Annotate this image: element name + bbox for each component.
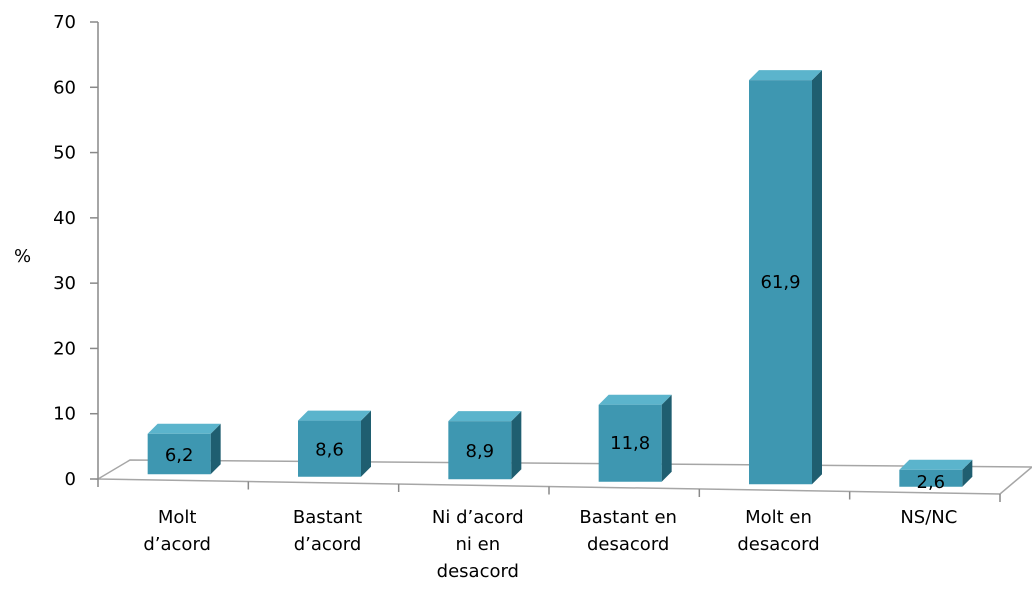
x-category-label: Bastant d’acord <box>293 507 362 555</box>
bar-front <box>749 80 812 485</box>
data-label: 11,8 <box>610 433 650 454</box>
y-tick-label: 10 <box>53 404 76 425</box>
data-label: 8,6 <box>315 440 344 461</box>
data-label: 2,6 <box>917 472 946 493</box>
bar-front <box>298 420 361 477</box>
y-axis: 0 10 20 30 40 50 60 70 <box>53 12 1001 502</box>
x-category-label: NS/NC <box>900 507 957 528</box>
bar <box>899 459 973 487</box>
y-tick-label: 20 <box>53 338 76 359</box>
data-label: 61,9 <box>760 272 800 293</box>
x-category-label: Molt en desacord <box>737 507 819 555</box>
bar-top <box>598 394 672 405</box>
bar-front <box>598 404 662 482</box>
y-tick-label: 50 <box>53 143 76 164</box>
data-label: 8,9 <box>466 441 495 462</box>
data-labels: 6,2 8,6 8,9 11,8 61,9 2,6 <box>165 272 945 493</box>
x-category-label: Bastant en desacord <box>579 507 677 555</box>
floor-plane <box>95 459 1032 495</box>
bar-top <box>749 70 822 81</box>
bar <box>598 394 672 482</box>
y-tick-label: 0 <box>65 469 76 490</box>
bar <box>448 411 522 480</box>
x-category-label: Molt d’acord <box>143 507 211 555</box>
bar-front <box>147 433 211 475</box>
bar-front <box>899 469 963 487</box>
bar-top <box>448 411 522 422</box>
bar-front <box>448 421 512 480</box>
y-tick-label: 40 <box>53 208 76 229</box>
data-label: 6,2 <box>165 445 194 466</box>
bar-side <box>661 394 672 482</box>
bar-top <box>147 423 221 434</box>
bar-side <box>361 410 371 477</box>
y-tick-label: 60 <box>53 77 76 98</box>
bar <box>298 410 371 477</box>
bars <box>147 70 973 487</box>
bar <box>749 70 822 485</box>
bar-side <box>962 459 973 487</box>
x-axis-labels: Molt d’acord Bastant d’acord Ni d’acord ni en… <box>143 507 957 582</box>
bar-top <box>899 459 973 470</box>
bar-side <box>511 411 522 480</box>
bar-top <box>298 410 371 421</box>
bar <box>147 423 221 475</box>
bar-side <box>210 423 221 475</box>
y-axis-title: % <box>14 246 31 267</box>
y-tick-label: 70 <box>53 12 76 33</box>
x-category-label: Ni d’acord ni en desacord <box>432 507 524 582</box>
bar-side <box>812 70 822 485</box>
y-tick-label: 30 <box>53 273 76 294</box>
chart-floor <box>95 459 1032 495</box>
